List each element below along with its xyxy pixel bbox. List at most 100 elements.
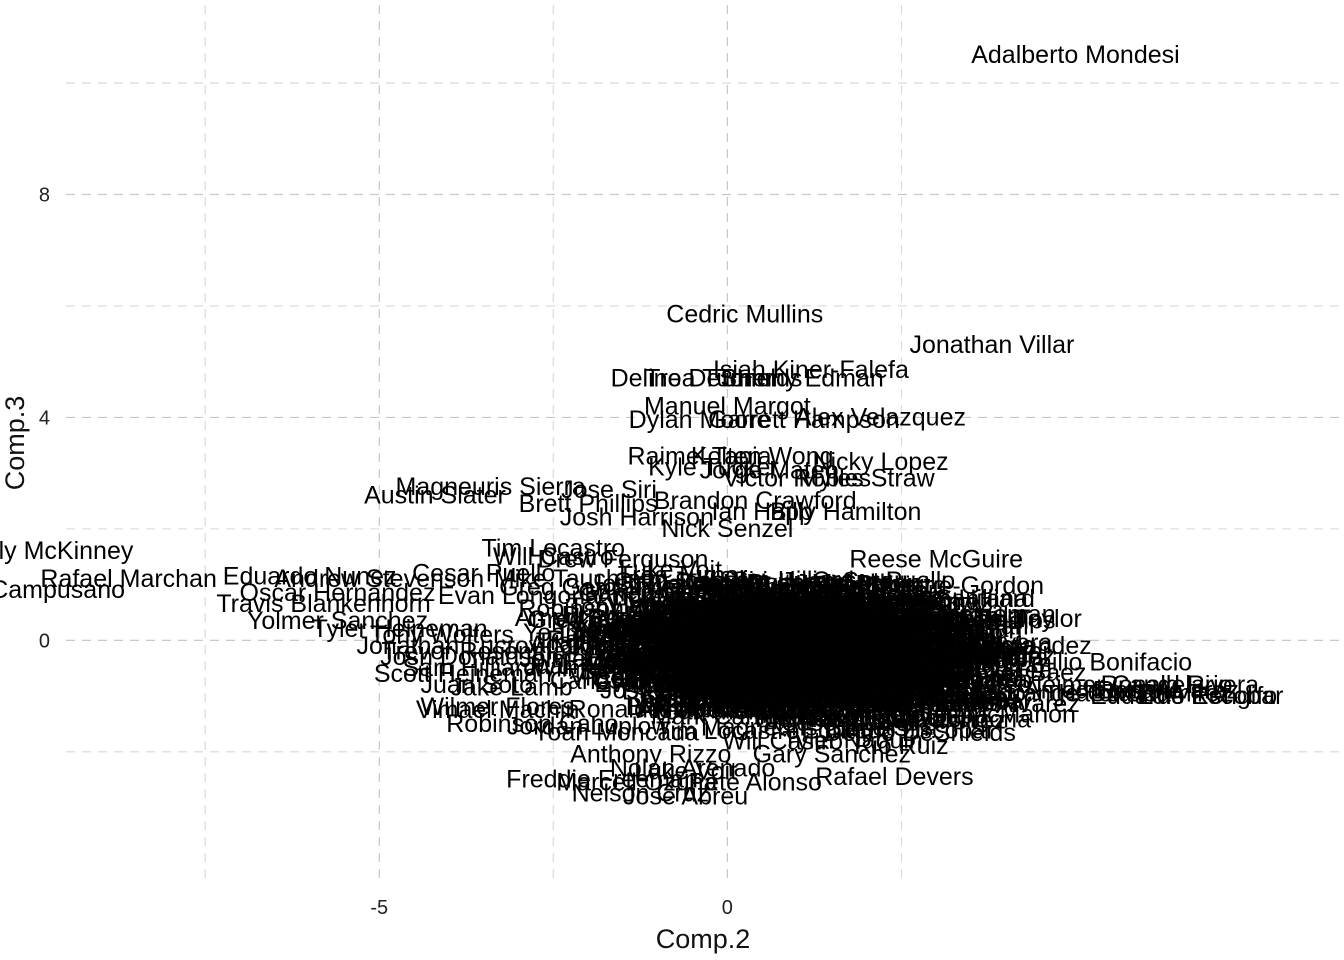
point-label: Delino DeShields (815, 685, 1007, 713)
point-label: Eduardo Nunez (755, 639, 929, 667)
point-label: Tim Locastro (741, 601, 885, 629)
point-label: Trea Turner (743, 624, 873, 652)
point-label: Eduardo Escobar (1090, 682, 1283, 710)
point-label: Gary Sanchez (834, 589, 992, 617)
point-label: Jose Rondon (663, 648, 810, 676)
point-label: Jake Lamb (652, 685, 774, 713)
point-label: Nelson Cruz (705, 579, 843, 607)
point-label: Kolten Wong (767, 684, 910, 712)
point-label: Nelson Cruz (755, 631, 893, 659)
point-label: Dylan Moore (629, 406, 771, 434)
point-label: Will Castro (722, 727, 843, 755)
point-label: Billy McKinney (623, 664, 786, 692)
point-label: Harold Ramirez (676, 586, 850, 614)
point-label: Vimael Machin (645, 610, 809, 638)
point-label: Juan Soto (843, 627, 956, 655)
point-label: Anthony Rizzo (570, 741, 731, 769)
point-label: Pete Alonso (750, 632, 883, 660)
point-label: Nelson Cruz (572, 780, 710, 808)
point-label: Tyler Naquin (782, 727, 922, 755)
point-label: Jose Abreu (623, 782, 748, 810)
point-label: Raimel Tapia (848, 601, 992, 629)
point-label: Josh Harrison (767, 633, 921, 661)
point-label: Tony Wolters (370, 621, 514, 649)
point-label: Travis Blankenhorn (216, 590, 430, 618)
point-label: Rio Ruiz (854, 732, 948, 760)
point-label: Jeimer Candelario (676, 686, 879, 714)
point-label: Cesar Puello (719, 610, 862, 638)
point-label: Eduardo Nunez (693, 659, 867, 687)
point-label: Billy Hamilton (738, 637, 889, 665)
point-label: Will Castro (815, 591, 936, 619)
point-label: Jonathan Villar (778, 660, 943, 688)
point-label: Tyler Heineman (642, 630, 817, 658)
point-label: Andrew Stevenson (798, 682, 1008, 710)
point-label: Victor Robles (708, 660, 856, 688)
point-label: Kyle Tucker (725, 618, 856, 646)
point-label: Amed Rosario (752, 652, 910, 680)
point-label: Luke Voit (777, 635, 880, 663)
point-label: Juan Soto (420, 671, 533, 699)
point-label: Luis Rengifo (785, 674, 924, 702)
point-label: Eddy Alvarez (718, 604, 864, 632)
point-label: Rafael Marchan (40, 565, 216, 593)
point-label: Austin Slater (638, 685, 780, 713)
point-label: Josh Harrison (662, 601, 816, 629)
point-label: Cesar Puello (412, 559, 555, 587)
point-label: Jose Abreu (730, 689, 855, 717)
point-label: Vimael Machin (416, 696, 580, 724)
point-label: Tyler Naquin (583, 649, 723, 677)
point-label: Garrett Hampson (578, 579, 770, 607)
point-label: Dylan Moore (678, 614, 820, 642)
point-label: Cesar Puello (690, 629, 833, 657)
point-label: Josh Harrison (688, 605, 842, 633)
point-label: Evan Longoria (772, 626, 933, 654)
point-label: Reese McGuire (697, 669, 871, 697)
point-label: Jose Siri (672, 567, 768, 595)
point-label: Tony Wolters (569, 593, 713, 621)
point-label: Ian Happ (900, 628, 1001, 656)
point-label: Tommy Edman (700, 632, 867, 660)
point-label: Rafael Devers (547, 626, 705, 654)
point-label: Jorge Mateo (802, 629, 941, 657)
point-label: Ryan McMahon (648, 642, 823, 670)
point-label: Luis Campusano (595, 623, 783, 651)
point-label: Michael Taylor (762, 592, 921, 620)
point-label: Nick Senzel (740, 642, 872, 670)
point-label: Eddy Alvarez (1093, 677, 1239, 705)
point-label: Tony Wolters (711, 649, 855, 677)
point-label: Michael Taylor (922, 605, 1081, 633)
point-label: Andrew Stevenson (717, 604, 927, 632)
point-label: Harold Ramirez (680, 613, 854, 641)
point-label: Andrew Stevenson (597, 583, 807, 611)
point-label: Jose Abreu (690, 681, 815, 709)
point-label: Evan Longoria (641, 630, 802, 658)
point-label: Nick Senzel (779, 630, 911, 658)
point-label: Greg Garcia (846, 655, 982, 683)
point-label: Trevor Rosenthal (668, 608, 859, 636)
point-label: Trea Turner (665, 657, 795, 685)
point-label: Sam Hilliard (900, 585, 1035, 613)
point-label: Tim Locastro (656, 717, 800, 745)
point-label: Tommy Edman (780, 633, 947, 661)
point-label: Myles Straw (662, 600, 799, 628)
point-label: Sam Hilliard (812, 571, 947, 599)
point-label: Yoan Moncada (573, 616, 739, 644)
point-label: Evan Longoria (438, 582, 599, 610)
point-label: Trevor Rosenthal (764, 637, 955, 665)
point-label: Alex Velazquez (690, 626, 861, 654)
point-label: Mike Tauchman (494, 565, 669, 593)
point-label: Rio Ruiz (755, 705, 849, 733)
point-label: Isiah Kiner-Falefa (574, 622, 770, 650)
point-label: Magneuris Sierra (715, 644, 905, 672)
point-label: Carlos Correa (897, 657, 1053, 685)
point-label: Pete Alonso (694, 629, 827, 657)
point-label: Miguel Rojas (857, 679, 1002, 707)
point-label: Brett Phillips (615, 642, 754, 670)
point-label: Austin Slater (364, 481, 506, 509)
point-label: Isiah Kiner-Falefa (668, 653, 864, 681)
point-label: Pete Alonso (844, 624, 977, 652)
point-label: Tyler Heineman (726, 686, 901, 714)
point-label: Myles Straw (799, 465, 936, 493)
point-label: Robinson Cano (736, 616, 908, 644)
